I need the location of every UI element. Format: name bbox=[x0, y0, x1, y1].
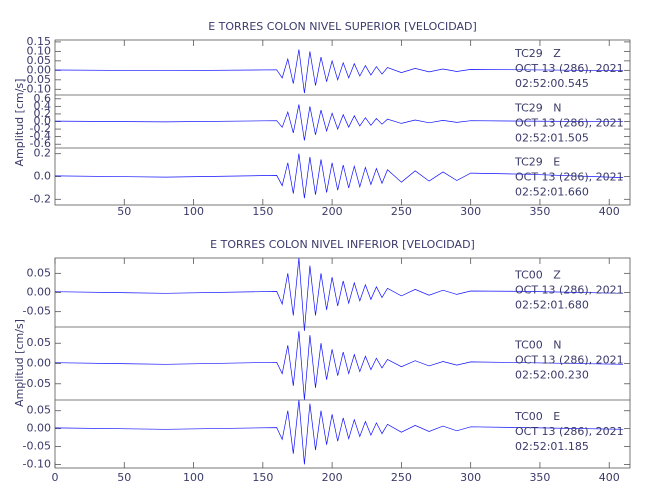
y-tick-label: 0.2 bbox=[34, 107, 52, 120]
y-axis-label: Amplitud [cm/s] bbox=[13, 319, 26, 407]
y-tick-label: 0.2 bbox=[34, 147, 52, 160]
x-tick-label: 50 bbox=[117, 205, 131, 218]
y-tick-label: 0.00 bbox=[27, 357, 52, 370]
x-tick-label: 350 bbox=[529, 205, 550, 218]
date-label: OCT 13 (286), 2021 bbox=[515, 62, 624, 75]
time-label: 02:52:01.505 bbox=[515, 131, 589, 144]
y-axis-label: Amplitud [cm/s] bbox=[13, 79, 26, 167]
y-tick-label: 0.05 bbox=[27, 54, 52, 67]
time-label: 02:52:01.185 bbox=[515, 440, 589, 453]
y-tick-label: 0.05 bbox=[27, 266, 52, 279]
station-label: TC29 Z bbox=[514, 47, 561, 60]
y-tick-label: -0.2 bbox=[30, 192, 51, 205]
station-label: TC00 Z bbox=[514, 268, 561, 281]
y-tick-label: 0.4 bbox=[34, 99, 52, 112]
chart-title: E TORRES COLON NIVEL INFERIOR [VELOCIDAD… bbox=[210, 238, 475, 251]
x-tick-label: 150 bbox=[252, 205, 273, 218]
y-tick-label: 0.15 bbox=[27, 35, 52, 48]
chart-title: E TORRES COLON NIVEL SUPERIOR [VELOCIDAD… bbox=[208, 20, 477, 33]
x-tick-label: 200 bbox=[322, 205, 343, 218]
y-tick-label: -0.10 bbox=[23, 457, 51, 470]
date-label: OCT 13 (286), 2021 bbox=[515, 170, 624, 183]
y-tick-label: -0.10 bbox=[23, 82, 51, 95]
x-tick-label: 150 bbox=[252, 471, 273, 484]
x-tick-label: 350 bbox=[529, 471, 550, 484]
date-label: OCT 13 (286), 2021 bbox=[515, 116, 624, 129]
x-tick-label: 400 bbox=[599, 205, 620, 218]
waveform bbox=[54, 399, 624, 465]
waveform bbox=[54, 49, 624, 94]
time-label: 02:52:00.545 bbox=[515, 77, 589, 90]
x-tick-label: 250 bbox=[391, 205, 412, 218]
y-tick-label: -0.05 bbox=[23, 305, 51, 318]
x-tick-label: 300 bbox=[460, 205, 481, 218]
x-tick-label: 100 bbox=[183, 205, 204, 218]
y-tick-label: -0.4 bbox=[30, 130, 51, 143]
time-label: 02:52:00.230 bbox=[515, 368, 589, 381]
time-label: 02:52:01.660 bbox=[515, 185, 589, 198]
x-tick-label: 300 bbox=[460, 471, 481, 484]
time-label: 02:52:01.680 bbox=[515, 298, 589, 311]
x-tick-label: 250 bbox=[391, 471, 412, 484]
y-tick-label: 0.6 bbox=[34, 92, 52, 105]
date-label: OCT 13 (286), 2021 bbox=[515, 353, 624, 366]
waveform bbox=[54, 153, 624, 199]
x-tick-label: 100 bbox=[183, 471, 204, 484]
y-tick-label: -0.6 bbox=[30, 137, 51, 150]
waveform bbox=[54, 104, 624, 141]
station-label: TC00 E bbox=[514, 410, 560, 423]
station-label: TC00 N bbox=[514, 338, 561, 351]
x-tick-label: 200 bbox=[322, 471, 343, 484]
y-tick-label: 0.0 bbox=[34, 170, 52, 183]
y-tick-label: 0.10 bbox=[27, 44, 52, 57]
waveform bbox=[54, 257, 624, 331]
y-tick-label: 0.05 bbox=[27, 404, 52, 417]
y-tick-label: 0.00 bbox=[27, 286, 52, 299]
waveform bbox=[54, 331, 624, 401]
y-tick-label: -0.05 bbox=[23, 440, 51, 453]
y-tick-label: 0.0 bbox=[34, 115, 52, 128]
y-tick-label: 0.00 bbox=[27, 63, 52, 76]
y-tick-label: -0.05 bbox=[23, 377, 51, 390]
y-tick-label: -0.2 bbox=[30, 122, 51, 135]
x-tick-label: 50 bbox=[117, 471, 131, 484]
y-tick-label: 0.00 bbox=[27, 422, 52, 435]
station-label: TC29 N bbox=[514, 101, 561, 114]
date-label: OCT 13 (286), 2021 bbox=[515, 425, 624, 438]
x-tick-label: 400 bbox=[599, 471, 620, 484]
station-label: TC29 E bbox=[514, 155, 560, 168]
plot-frame bbox=[54, 39, 631, 206]
date-label: OCT 13 (286), 2021 bbox=[515, 283, 624, 296]
x-tick-label: 0 bbox=[52, 471, 59, 484]
y-tick-label: -0.05 bbox=[23, 73, 51, 86]
y-tick-label: 0.05 bbox=[27, 336, 52, 349]
